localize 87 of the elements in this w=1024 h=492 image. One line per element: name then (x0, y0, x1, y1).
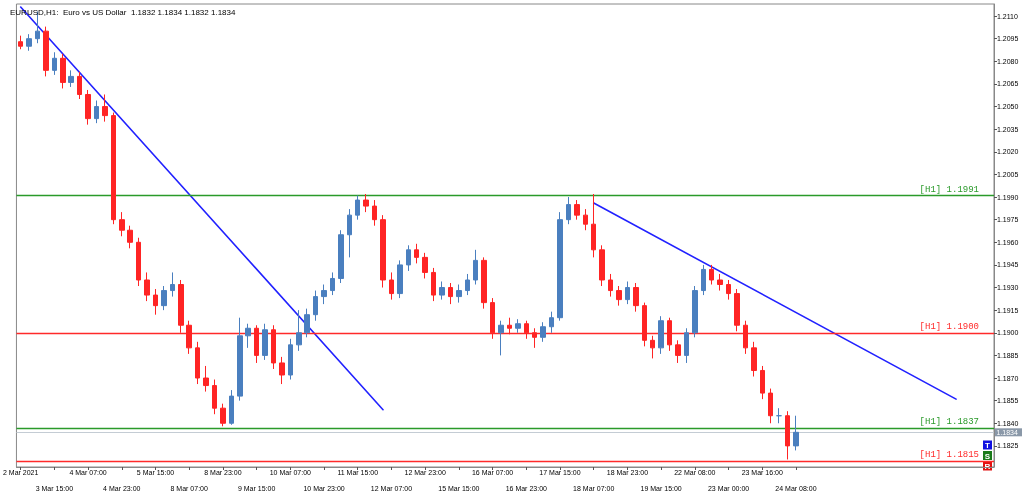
candlestick (94, 100, 99, 124)
candlestick (549, 311, 554, 334)
candlestick (439, 281, 445, 301)
candlestick (220, 403, 226, 427)
candlestick (153, 288, 158, 316)
candlestick (422, 252, 428, 279)
candlestick (465, 273, 470, 296)
candlestick (161, 285, 167, 311)
candlestick (372, 199, 377, 227)
candlestick (338, 229, 344, 284)
candlestick (591, 193, 596, 258)
candlestick (608, 273, 613, 298)
candlestick (726, 279, 731, 301)
candlestick (658, 315, 664, 355)
candlestick (43, 26, 49, 77)
candlestick (431, 267, 436, 302)
candlestick (515, 318, 521, 334)
candlestick (709, 264, 714, 286)
candlestick (389, 271, 394, 301)
candlestick (583, 208, 588, 231)
candlestick (397, 259, 403, 299)
candlestick (650, 335, 655, 359)
candlestick (60, 53, 66, 89)
candlestick (625, 281, 630, 305)
candlestick (557, 211, 563, 322)
candlestick (574, 199, 580, 221)
candlestick (237, 317, 243, 402)
candlestick (212, 379, 217, 415)
candlestick (768, 388, 773, 424)
candlestick (68, 69, 74, 88)
ref-line-label: [H1] 1.1815 (919, 450, 979, 461)
candlestick (304, 308, 310, 338)
candlestick (321, 284, 327, 305)
candlestick (498, 320, 504, 356)
candlestick (540, 321, 546, 343)
candlestick (262, 323, 268, 361)
candlestick (77, 71, 82, 100)
candlestick (751, 341, 757, 378)
candlestick (52, 51, 57, 76)
candlestick (684, 327, 689, 364)
ref-line-label: [H1] 1.1900 (919, 322, 979, 333)
annotation: T (985, 441, 991, 450)
annotation: S (984, 451, 991, 461)
candlestick (380, 214, 386, 289)
candlestick (119, 211, 125, 237)
candlestick (776, 407, 782, 424)
ref-line-label: [H1] 1.1837 (919, 417, 979, 428)
candlestick (347, 208, 352, 258)
candlestick (355, 195, 360, 221)
candlestick (102, 93, 108, 123)
candlestick (144, 271, 150, 302)
candlestick (111, 112, 116, 225)
candlestick (793, 415, 799, 451)
candlestick (229, 389, 234, 426)
candlestick (414, 243, 419, 264)
candlestick (785, 410, 790, 460)
candlestick (85, 89, 91, 126)
candlestick (296, 309, 302, 352)
candlestick (245, 323, 251, 349)
candlestick (330, 271, 335, 296)
candlestick (675, 339, 681, 364)
candlestick (717, 273, 723, 292)
candlestick (701, 264, 706, 296)
candlestick (633, 282, 639, 313)
candlestick (170, 271, 175, 298)
candlestick (203, 365, 209, 393)
candlestick (288, 338, 293, 381)
candlestick (616, 285, 622, 307)
candlestick (473, 249, 478, 286)
candlestick (18, 35, 23, 50)
candlestick (313, 290, 318, 322)
candlestick (406, 244, 411, 272)
candlestick (448, 282, 453, 305)
candlestick (734, 288, 740, 332)
candlestick (599, 244, 605, 287)
candlestick (481, 256, 487, 310)
candlestick (456, 284, 462, 304)
candlestick (279, 356, 285, 385)
candlestick (136, 237, 141, 287)
ref-line-label: [H1] 1.1991 (919, 185, 979, 196)
candlestick (363, 193, 369, 213)
candlestick (760, 365, 765, 400)
candlestick (566, 196, 571, 225)
candlestick (692, 285, 698, 338)
candlestick (26, 33, 32, 52)
candlestick (127, 225, 133, 249)
candlestick (195, 341, 200, 385)
